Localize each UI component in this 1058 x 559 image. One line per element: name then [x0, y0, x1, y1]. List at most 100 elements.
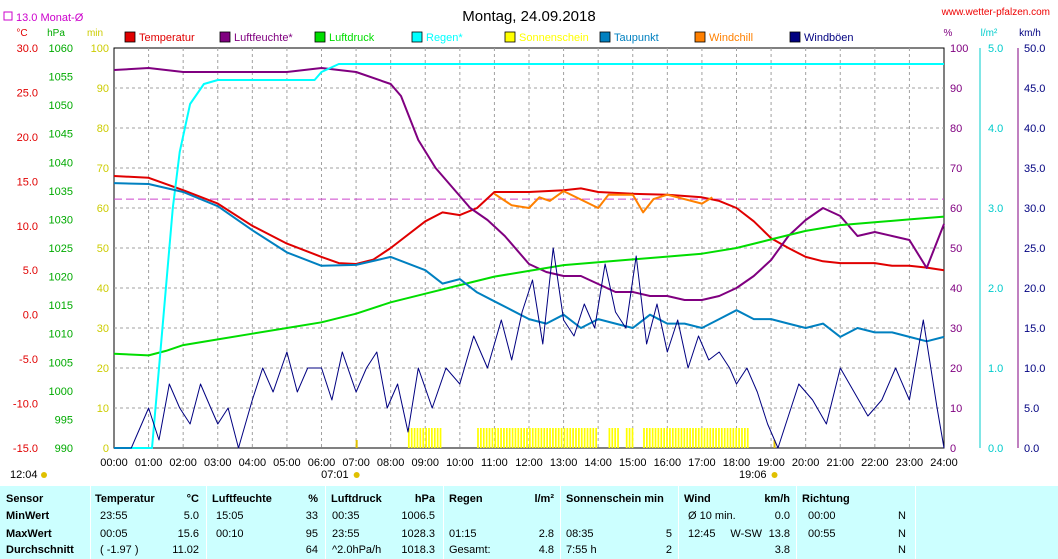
- x-tick: 03:00: [204, 457, 232, 469]
- column-divider: [678, 486, 679, 559]
- rain-tick: 3.0: [988, 203, 1003, 215]
- sunshine-bar: [517, 428, 520, 448]
- sunshine-bar: [410, 428, 413, 448]
- sunshine-bar: [741, 428, 743, 448]
- header-humidity-unit: %: [308, 493, 318, 505]
- header-temp-unit: °C: [186, 493, 199, 505]
- temp-tick: 10.0: [17, 221, 38, 233]
- pressure-time: ^2.0hPa/h: [332, 544, 382, 556]
- unit-left: min: [87, 28, 103, 39]
- sunshine-bar: [592, 428, 595, 448]
- x-tick: 10:00: [446, 457, 474, 469]
- sunshine-bar: [549, 428, 551, 448]
- sunshine-value: 2: [665, 544, 672, 556]
- temp-tick: 0.0: [23, 310, 38, 322]
- header-wind: Wind: [684, 493, 711, 505]
- luftfeuchte-line: [113, 67, 945, 301]
- pressure-tick: 1005: [49, 357, 73, 369]
- sunshine-bar: [505, 428, 508, 448]
- x-tick: 00:00: [100, 457, 128, 469]
- sunshine-bar: [543, 428, 546, 448]
- sunset-label: 19:06: [739, 469, 767, 481]
- rain-value: 2.8: [538, 528, 554, 540]
- sunshine-bar: [407, 428, 410, 448]
- sunshine-bar: [718, 428, 720, 448]
- header-wind-unit: km/h: [764, 493, 790, 505]
- sunshine-bar: [433, 428, 436, 448]
- legend-swatch: [504, 31, 516, 43]
- temp-time: 00:05: [100, 528, 128, 540]
- sunshine-bar: [712, 428, 715, 448]
- sunshine-bar: [643, 428, 645, 448]
- legend-label: Luftdruck: [329, 32, 375, 44]
- humidity-time: 15:05: [216, 510, 244, 522]
- sunshine-tick: 80: [97, 123, 109, 135]
- wind-direction-extra: W-SW: [730, 528, 762, 540]
- wind-tick: 5.0: [1024, 403, 1039, 415]
- regen-line: [114, 63, 944, 449]
- x-tick: 17:00: [688, 457, 716, 469]
- sunshine-bar: [523, 428, 525, 448]
- humidity-tick: 50: [950, 243, 962, 255]
- pressure-value: 1006.5: [401, 510, 435, 522]
- sunshine-bar: [560, 428, 563, 448]
- sunshine-bar: [494, 428, 497, 448]
- pressure-tick: 1030: [49, 214, 73, 226]
- rain-time: 01:15: [449, 528, 477, 540]
- windböen-line: [114, 247, 945, 449]
- wind-tick: 45.0: [1024, 83, 1045, 95]
- sunshine-bar: [572, 428, 574, 448]
- luftdruck-line: [113, 215, 945, 357]
- sunshine-bar: [695, 428, 697, 448]
- summary-table: Sensor Temperatur °C Luftfeuchte% Luftdruck h…: [0, 486, 1058, 559]
- humidity-tick: 90: [950, 83, 962, 95]
- x-tick: 11:00: [481, 457, 508, 469]
- sunshine-tick: 0: [103, 443, 109, 455]
- legend-swatch: [124, 31, 136, 43]
- sunshine-bar: [580, 428, 583, 448]
- legend-swatch: [411, 31, 423, 43]
- sunshine-bar: [608, 428, 611, 448]
- sunshine-bar: [660, 428, 663, 448]
- wind-tick: 0.0: [1024, 443, 1039, 455]
- header-sunshine: Sonnenschein min: [566, 493, 664, 505]
- unit-right: km/h: [1019, 28, 1041, 39]
- row-label: MinWert: [6, 510, 50, 522]
- sunshine-bar: [575, 428, 577, 448]
- temperatur-line: [113, 175, 945, 272]
- sunshine-tick: 20: [97, 363, 109, 375]
- wind-tick: 10.0: [1024, 363, 1045, 375]
- pressure-tick: 1010: [49, 329, 73, 341]
- wind-tick: 35.0: [1024, 163, 1045, 175]
- row-label: MaxWert: [6, 528, 52, 540]
- sunshine-bar: [746, 428, 749, 448]
- sunshine-bar: [439, 428, 442, 448]
- legend-label: Windböen: [804, 32, 854, 44]
- sunshine-bar: [723, 428, 726, 448]
- wind-tick: 50.0: [1024, 43, 1045, 55]
- x-tick: 01:00: [135, 457, 163, 469]
- wind-time: 12:45: [688, 528, 716, 540]
- left-marker-label: 12:04: [10, 469, 38, 481]
- sunshine-bar: [651, 428, 654, 448]
- sunshine-bar: [586, 428, 589, 448]
- humidity-value: 64: [305, 544, 318, 556]
- sunshine-bar: [720, 428, 723, 448]
- legend-swatch: [694, 31, 706, 43]
- sunshine-tick: 100: [91, 43, 109, 55]
- x-tick: 05:00: [273, 457, 301, 469]
- x-tick: 19:00: [757, 457, 785, 469]
- wind-tick: 30.0: [1024, 203, 1045, 215]
- legend-label: Regen*: [426, 32, 463, 44]
- sunshine-bar: [709, 428, 712, 448]
- sunshine-bar: [514, 428, 517, 448]
- sunshine-bar: [413, 428, 416, 448]
- sunshine-bar: [500, 428, 502, 448]
- wind-tick: 40.0: [1024, 123, 1045, 135]
- sunshine-bar: [648, 428, 651, 448]
- humidity-tick: 80: [950, 123, 962, 135]
- wind-time: Ø 10 min.: [688, 510, 736, 522]
- humidity-tick: 60: [950, 203, 962, 215]
- column-divider: [206, 486, 207, 559]
- sunshine-bar: [425, 428, 427, 448]
